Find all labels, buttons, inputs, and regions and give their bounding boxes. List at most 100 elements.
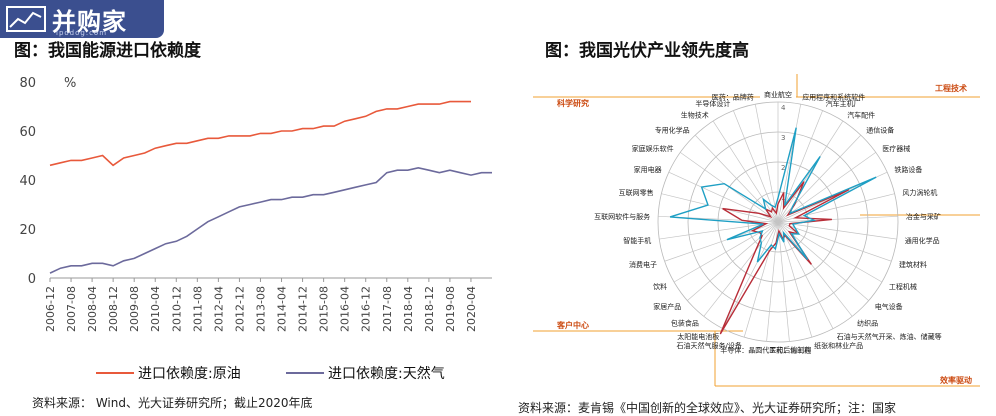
radar-spoke <box>659 221 779 240</box>
radar-category-label: 生物技术 <box>681 110 709 119</box>
radar-category-label: 汽车配件 <box>847 110 875 119</box>
radar-spoke <box>743 221 779 338</box>
y-tick-label: 60 <box>19 125 36 140</box>
logo-url: ipodog.com <box>56 29 108 37</box>
radar-category-label: 智能手机 <box>623 236 651 245</box>
radar-spoke <box>777 215 898 223</box>
radar-tick-label: 3 <box>781 134 785 142</box>
x-tick-label: 2015-08 <box>318 286 331 332</box>
left-chart-title: 图：我国能源进口依赖度 <box>14 41 201 61</box>
radar-tick-label: 2 <box>781 164 785 172</box>
radar-series-1 <box>719 181 850 335</box>
radar-category-label: 家居产品 <box>653 302 681 311</box>
corner-label-top-right: 工程技术 <box>935 83 967 93</box>
radar-spoke <box>777 221 853 317</box>
x-tick-label: 2019-08 <box>444 286 457 332</box>
radar-category-label: 纸张和林业产品 <box>814 341 863 350</box>
radar-spoke <box>703 221 779 317</box>
radar-spoke <box>687 221 779 301</box>
radar-category-label: 电气设备 <box>875 302 903 311</box>
radar-category-label: 半导体：晶圆代工和后端工程 <box>720 345 811 354</box>
radar-spoke <box>777 221 892 262</box>
radar-category-label: 风力涡轮机 <box>902 188 937 197</box>
x-tick-label: 2008-04 <box>86 286 99 332</box>
y-tick-label: 0 <box>28 272 36 287</box>
radar-spoke <box>712 120 779 223</box>
radar-category-label: 汽车主机厂 <box>826 99 861 108</box>
line-chart: 0 20 40 60 80 % 2006-12 2007-08 2008-04 2008-12 20… <box>19 76 492 382</box>
radar-category-label: 石油天然气服务/设备 <box>677 341 742 350</box>
radar-category-label: 通用化学品 <box>905 236 940 245</box>
radar-category-label: 医药：仿制药 <box>769 345 811 354</box>
y-tick-label: 80 <box>19 76 36 91</box>
right-source-note: 资料来源：麦肯锡《中国创新的全球效应》、光大证券研究所；注：国家 <box>518 401 897 415</box>
radar-category-label: 建筑材料 <box>899 260 927 269</box>
x-tick-label: 2010-04 <box>149 286 162 332</box>
x-tick-label: 2012-04 <box>212 286 225 332</box>
radar-series-2 <box>669 127 877 263</box>
radar-spoke <box>722 221 779 329</box>
radar-category-label: 石油与天然气开采、炼油、储藏等 <box>837 332 942 341</box>
series-line-1 <box>49 100 471 167</box>
radar-category-label: 饮料 <box>653 282 667 291</box>
radar-spoke <box>777 120 844 223</box>
radar-category-label: 包装食品 <box>671 319 699 328</box>
x-tick-label: 2012-12 <box>233 286 246 332</box>
legend-label-2: 进口依赖度:天然气 <box>328 365 445 382</box>
x-tick-label: 2013-08 <box>254 286 267 332</box>
radar-category-label: 铁路设备 <box>894 165 922 174</box>
radar-spoke <box>777 152 876 223</box>
corner-label-bottom-left: 客户中心 <box>556 320 589 330</box>
x-tick-label: 2006-12 <box>44 286 57 332</box>
x-tick-label: 2011-08 <box>191 286 204 332</box>
right-chart-title: 图：我国光伏产业领先度高 <box>545 41 749 61</box>
x-tick-label: 2016-04 <box>339 286 352 332</box>
bar-chart-icon <box>6 6 46 32</box>
x-tick-label: 2010-12 <box>170 286 183 332</box>
radar-spoke <box>777 221 834 329</box>
watermark-logo: 并购家 ipodog.com <box>0 0 164 38</box>
radar-category-label: 医药：品牌药 <box>712 92 754 101</box>
x-tick-label: 2007-08 <box>65 286 78 332</box>
x-tick-label: 2020-04 <box>465 286 478 332</box>
radar-category-label: 工程机械 <box>889 282 917 291</box>
left-source-note: 资料来源： Wind、光大证券研究所；截止2020年底 <box>32 396 313 410</box>
radar-spoke <box>661 193 779 223</box>
radar-category-label: 家庭娱乐软件 <box>632 144 674 153</box>
x-tick-label: 2016-12 <box>360 286 373 332</box>
x-tick-label: 2014-12 <box>297 286 310 332</box>
radar-spoke <box>754 104 779 223</box>
radar-spoke <box>777 221 883 283</box>
x-tick-label: 2018-04 <box>402 286 415 332</box>
logo-text: 并购家 <box>52 8 127 36</box>
radar-category-label: 互联网零售 <box>619 188 654 197</box>
series-line-2 <box>49 166 492 274</box>
x-tick-label: 2017-08 <box>381 286 394 332</box>
radar-spoke <box>777 221 897 240</box>
x-tick-label: 2009-08 <box>128 286 141 332</box>
radar-category-label: 专用化学品 <box>655 125 690 134</box>
radar-spoke <box>733 110 779 223</box>
radar-category-label: 冶金与采矿 <box>906 212 941 221</box>
x-tick-label: 2008-12 <box>107 286 120 332</box>
radar-spoke <box>777 104 802 223</box>
radar-category-label: 应用程序和系统软件 <box>802 92 865 101</box>
radar-category-label: 医疗器械 <box>882 144 910 153</box>
radar-category-label: 纺织品 <box>857 319 878 328</box>
radar-category-label: 太阳能电池板 <box>677 332 719 341</box>
x-tick-label: 2014-04 <box>276 286 289 332</box>
radar-category-label: 家用电器 <box>634 165 662 174</box>
y-tick-label: 20 <box>19 223 36 238</box>
corner-label-top-left: 科学研究 <box>557 98 589 108</box>
radar-spoke <box>664 221 779 262</box>
corner-label-bottom-right: 效率驱动 <box>940 375 972 385</box>
radar-category-label: 消费电子 <box>629 260 657 269</box>
radar-category-label: 互联网软件与服务 <box>594 212 650 221</box>
radar-tick-label: 4 <box>781 104 786 112</box>
legend-label-1: 进口依赖度:原油 <box>138 366 241 382</box>
radar-category-label: 通信设备 <box>866 125 894 134</box>
y-axis-unit: % <box>64 76 76 91</box>
radar-category-label: 半导体设计 <box>695 99 730 108</box>
y-tick-label: 40 <box>19 174 36 189</box>
